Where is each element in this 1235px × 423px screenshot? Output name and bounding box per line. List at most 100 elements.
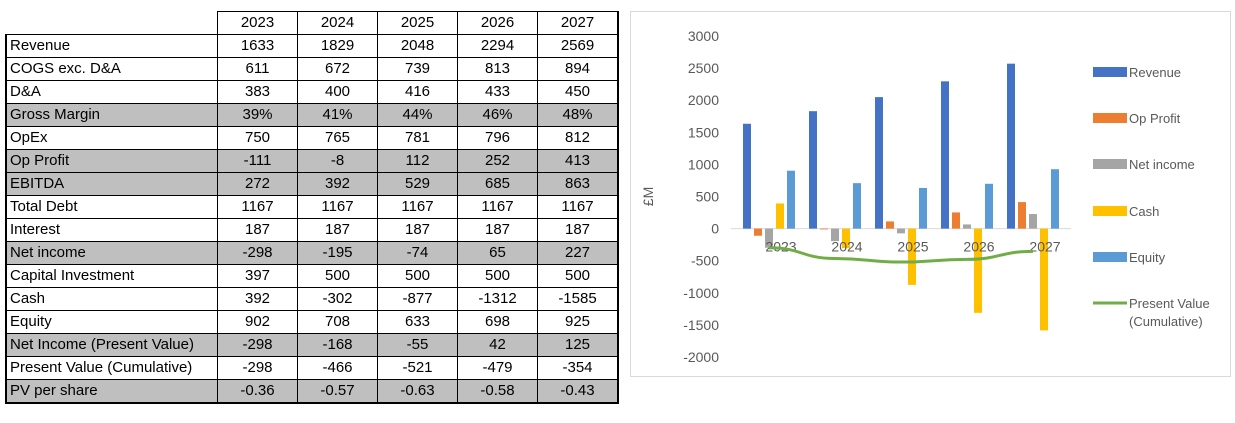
row-label: D&A: [5, 80, 218, 104]
table-row-opex: OpEx 750 765 781 796 812: [5, 126, 619, 150]
row-label: PV per share: [5, 379, 218, 404]
table-cell: -298: [217, 241, 298, 265]
table-row-interest: Interest 187 187 187 187 187: [5, 218, 619, 242]
table-cell: 796: [457, 126, 538, 150]
row-label: Equity: [5, 310, 218, 334]
table-cell: 42: [457, 333, 538, 357]
y-tick-label: 2000: [688, 92, 719, 108]
y-axis-label: £M: [640, 187, 656, 206]
bar-op-profit-2024: [820, 228, 828, 230]
table-cell: -1585: [537, 287, 619, 311]
row-label: Capital Investment: [5, 264, 218, 288]
table-cell: 902: [217, 310, 298, 334]
bar-net-income-2026: [963, 224, 971, 229]
table-cell: 739: [377, 57, 458, 81]
table-cell: 1167: [297, 195, 378, 219]
row-label: Total Debt: [5, 195, 218, 219]
y-tick-label: 1000: [688, 156, 719, 172]
y-tick-label: -1500: [683, 317, 719, 333]
bar-revenue-2025: [875, 97, 883, 229]
table-row-net-income: Net income -298 -195 -74 65 227: [5, 241, 619, 265]
bar-op-profit-2026: [952, 212, 960, 229]
bar-equity-2024: [853, 183, 861, 229]
table-row-equity: Equity 902 708 633 698 925: [5, 310, 619, 334]
table-cell: 413: [537, 149, 619, 173]
table-cell: 863: [537, 172, 619, 196]
y-tick-label: 0: [711, 221, 719, 237]
bar-equity-2025: [919, 187, 927, 229]
row-label: Revenue: [5, 34, 218, 58]
year-header-2024: 2024: [297, 11, 378, 35]
table-cell: -168: [297, 333, 378, 357]
x-tick-label: 2025: [897, 239, 928, 255]
table-row-revenue: Revenue 1633 1829 2048 2294 2569: [5, 34, 619, 58]
table-cell: 41%: [297, 103, 378, 127]
table-row-gross-margin: Gross Margin 39% 41% 44% 46% 48%: [5, 103, 619, 127]
table-cell: 765: [297, 126, 378, 150]
table-cell: 397: [217, 264, 298, 288]
row-label: Op Profit: [5, 149, 218, 173]
table-cell: 529: [377, 172, 458, 196]
bar-cash-2027: [1040, 228, 1048, 331]
bar-revenue-2027: [1007, 63, 1015, 229]
table-cell: 383: [217, 80, 298, 104]
table-cell: 750: [217, 126, 298, 150]
table-cell: 125: [537, 333, 619, 357]
legend-label-equity: Equity: [1129, 250, 1166, 265]
legend-label-present-value-cumulative: Present Value (Cumulative): [1129, 296, 1210, 329]
bar-cash-2025: [908, 228, 916, 285]
table-cell: -466: [297, 356, 378, 380]
bar-equity-2023: [787, 170, 795, 229]
row-label: EBITDA: [5, 172, 218, 196]
year-header-2023: 2023: [217, 11, 298, 35]
y-tick-label: -1000: [683, 285, 719, 301]
table-cell: -298: [217, 356, 298, 380]
bar-op-profit-2025: [886, 221, 894, 229]
bar-op-profit-2027: [1018, 202, 1026, 229]
bar-revenue-2026: [941, 81, 949, 229]
table-cell: 2048: [377, 34, 458, 58]
financial-table: 2023 2024 2025 2026 2027 Revenue 1633 1829 2048 2…: [5, 11, 619, 404]
table-cell: 46%: [457, 103, 538, 127]
bar-revenue-2023: [743, 123, 751, 229]
bar-equity-2026: [985, 183, 993, 229]
table-row-ebitda: EBITDA 272 392 529 685 863: [5, 172, 619, 196]
table-cell: -55: [377, 333, 458, 357]
table-cell: 500: [457, 264, 538, 288]
table-cell: 1167: [217, 195, 298, 219]
table-row-capital-investment: Capital Investment 397 500 500 500 500: [5, 264, 619, 288]
legend-swatch-equity: [1093, 252, 1127, 262]
table-cell: 708: [297, 310, 378, 334]
table-cell: 400: [297, 80, 378, 104]
x-tick-label: 2026: [963, 239, 994, 255]
table-cell: 2294: [457, 34, 538, 58]
row-label: COGS exc. D&A: [5, 57, 218, 81]
table-corner-cell: [6, 11, 218, 35]
table-cell: 894: [537, 57, 619, 81]
bar-cash-2023: [776, 203, 784, 229]
y-tick-label: 500: [696, 189, 720, 205]
table-cell: -0.43: [537, 379, 619, 404]
legend-label-op-profit: Op Profit: [1129, 111, 1181, 126]
table-cell: 112: [377, 149, 458, 173]
table-cell: 500: [537, 264, 619, 288]
table-cell: 925: [537, 310, 619, 334]
table-cell: -0.58: [457, 379, 538, 404]
table-cell: 450: [537, 80, 619, 104]
row-label: Present Value (Cumulative): [5, 356, 218, 380]
table-cell: 1633: [217, 34, 298, 58]
bar-net-income-2024: [831, 228, 839, 242]
table-cell: -74: [377, 241, 458, 265]
table-cell: 672: [297, 57, 378, 81]
row-label: Cash: [5, 287, 218, 311]
bar-op-profit-2023: [754, 228, 762, 236]
row-label: Net Income (Present Value): [5, 333, 218, 357]
table-row-cogs-exc-d-a: COGS exc. D&A 611 672 739 813 894: [5, 57, 619, 81]
table-cell: 227: [537, 241, 619, 265]
table-cell: 416: [377, 80, 458, 104]
table-cell: 272: [217, 172, 298, 196]
table-cell: -479: [457, 356, 538, 380]
y-tick-label: -500: [691, 253, 719, 269]
financial-chart: 3000 2500 2000 1500 1000 500 0 -500 -1000 -1500 -2…: [640, 28, 1210, 365]
line-present-value-cumulative: [768, 246, 1034, 264]
